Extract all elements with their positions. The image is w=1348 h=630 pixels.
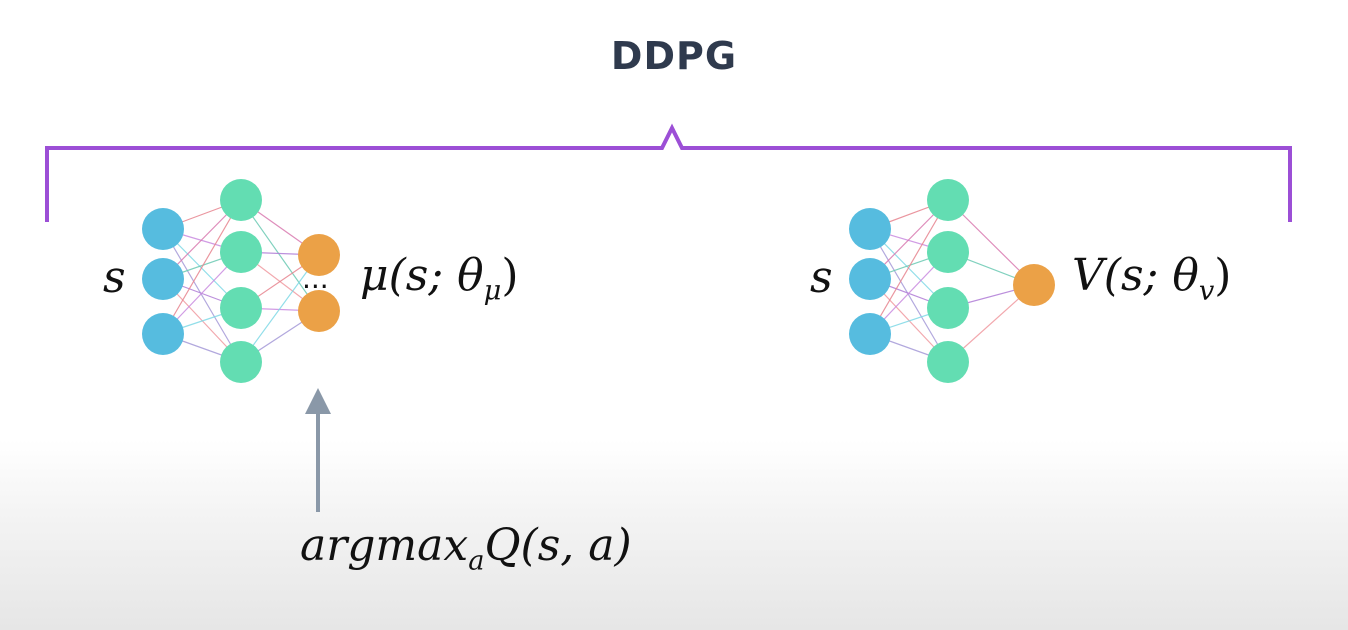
actor-output-node [298,290,340,332]
actor-input-label: s [103,252,126,303]
actor-hidden-node [220,287,262,329]
actor-output-args: (s; θ [388,250,484,301]
actor-output-func: μ [360,250,389,301]
actor-ellipsis: ... [302,262,329,295]
argmax-q-label: argmaxaQ(s, a) [300,520,632,577]
critic-output-func: V [1072,250,1104,301]
actor-edge [162,228,242,363]
actor-input-node [142,208,184,250]
critic-edge [869,199,949,335]
argmax-main: argmax [300,520,469,571]
ddpg-bracket [45,123,1292,222]
critic-network-nodes [849,179,1055,383]
critic-hidden-node [927,287,969,329]
actor-hidden-node [220,231,262,273]
actor-network-edges [162,199,320,363]
critic-hidden-node [927,179,969,221]
critic-hidden-node [927,341,969,383]
argmax-rest: Q(s, a) [484,520,632,571]
actor-output-label: μ(s; θμ) [360,250,519,307]
critic-output-sub: v [1198,275,1215,307]
critic-output-close: ) [1214,250,1232,301]
critic-output-args: (s; θ [1103,250,1199,301]
critic-hidden-node [927,231,969,273]
actor-hidden-node [220,179,262,221]
actor-output-node [298,234,340,276]
diagram-title: DDPG [610,34,738,78]
critic-network-edges [869,199,1035,363]
critic-input-label: s [810,252,833,303]
critic-input-node [849,258,891,300]
actor-input-node [142,313,184,355]
argmax-arrow-head [305,388,331,414]
critic-edge [869,228,949,363]
actor-edge [162,199,242,335]
critic-input-node [849,313,891,355]
actor-output-sub: μ [483,275,502,307]
critic-input-node [849,208,891,250]
actor-input-node [142,258,184,300]
actor-network-nodes [142,179,340,383]
critic-output-label: V(s; θv) [1072,250,1231,307]
actor-output-close: ) [501,250,519,301]
actor-hidden-node [220,341,262,383]
actor-edge [240,199,320,312]
critic-output-node [1013,264,1055,306]
actor-edge [240,254,320,363]
argmax-sub: a [468,545,485,577]
